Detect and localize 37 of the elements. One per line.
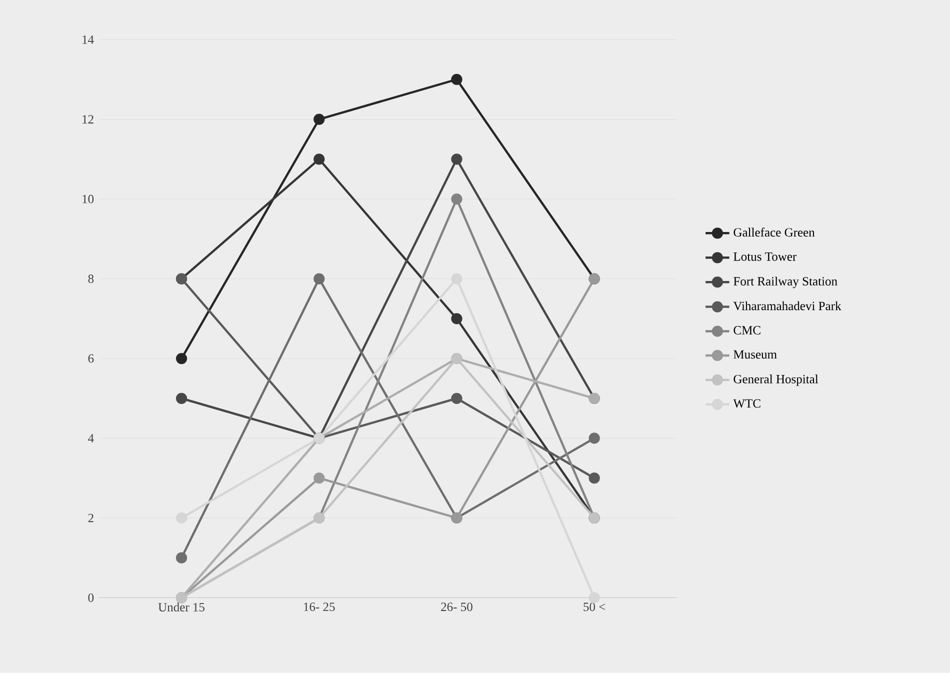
point [588,432,600,444]
point [451,392,462,404]
x-tick-label: 16- 25 [304,602,335,612]
legend-label: Lotus Tower [734,252,797,261]
legend-label: Galleface Green [734,228,815,237]
point [314,114,325,125]
point [588,472,600,484]
point [314,154,325,165]
point [176,512,188,524]
legend-label: Fort Railway Station [734,276,838,288]
x-tick-label: 50 < [584,602,606,612]
point [176,552,188,564]
y-tick-label: 6 [88,354,94,363]
legend-label: WTC [733,399,760,408]
point [588,592,600,604]
point [451,194,462,205]
y-tick-label: 2 [88,514,94,522]
point [314,472,325,484]
legend-label: General Hospital [734,374,818,386]
legend-label: Museum [734,350,777,359]
point [314,273,325,284]
y-tick-label: 10 [82,194,94,204]
x-tick-label: Under 15 [158,602,204,612]
legend-label: Viharamahadevi Park [733,301,842,310]
y-tick-label: 12 [82,115,94,124]
x-tick-label: 26- 50 [441,602,472,612]
point [451,74,462,86]
y-tick-label: 8 [88,274,94,284]
legend-label: CMC [734,326,760,335]
point [176,352,188,364]
point [176,392,188,404]
point [451,273,462,284]
point [451,313,462,324]
y-tick-label: 4 [88,434,94,442]
y-tick-label: 14 [82,35,94,44]
point [451,154,462,165]
y-tick-label: 0 [88,594,94,602]
